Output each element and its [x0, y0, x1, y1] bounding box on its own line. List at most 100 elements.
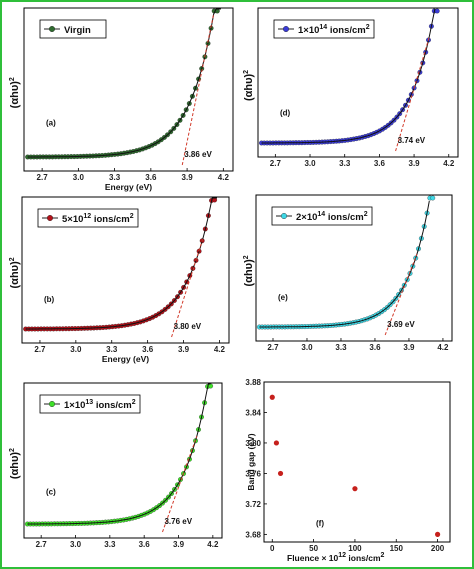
x-tick-label: 3.9 [409, 159, 421, 168]
legend: 1×1014 ions/cm2 [273, 19, 375, 39]
linear-extrapolation [384, 254, 418, 336]
x-axis-label-part: Fluence × 10 [287, 553, 339, 563]
legend-label-part: 2×10 [296, 212, 317, 223]
plot-frame [257, 7, 459, 158]
x-axis-label: Fluence × 1012 ions/cm2 [287, 552, 385, 563]
x-tick-label: 3.6 [145, 173, 157, 182]
data-point [352, 486, 358, 492]
x-axis-label-part: ions/cm [346, 553, 381, 563]
x-axis-label-sup: 2 [381, 552, 385, 559]
legend-box [273, 19, 375, 39]
legend-label-part: 1×10 [64, 400, 85, 411]
plot-frame [23, 382, 223, 539]
panel-letter: (e) [278, 293, 288, 302]
legend-label-sup: 2 [132, 399, 136, 406]
panel-d: 2.7 3.0 3.3 3.6 3.9 4.2(αhυ)23.74 eV(d)1×1014… [243, 7, 459, 168]
panel-letter: (a) [46, 118, 56, 127]
legend-label-part: ions/cm [325, 212, 364, 223]
legend-label: 5×1012 ions/cm2 [62, 213, 134, 225]
legend-label-sup: 13 [85, 399, 93, 406]
y-axis-label-part: (αhυ) [9, 81, 21, 109]
x-tick-label: 200 [431, 544, 445, 553]
data-point [435, 531, 441, 537]
legend-label-sup: 14 [319, 24, 327, 31]
y-axis-label-part: (αhυ) [243, 73, 255, 101]
x-tick-label: 3.6 [374, 159, 386, 168]
y-axis-label: (αhυ)2 [9, 257, 21, 288]
fit-curve [27, 383, 211, 525]
y-axis-label-part: (αhυ) [243, 259, 255, 287]
panel-letter: (c) [46, 488, 56, 497]
x-tick-label: 2.7 [270, 159, 282, 168]
panel-letter: (d) [280, 108, 291, 117]
legend-label-part: ions/cm [93, 400, 132, 411]
x-tick-label: 3.0 [70, 540, 82, 549]
x-tick-label: 3.6 [142, 345, 154, 354]
x-tick-label: 3.9 [403, 343, 415, 352]
y-axis-label-sup: 2 [9, 77, 16, 81]
fit-curve [259, 200, 430, 328]
linear-extrapolation [162, 436, 198, 533]
y-tick-labels: 3.68 3.72 3.76 3.80 3.84 3.88 [245, 378, 267, 539]
y-axis-label-sup: 2 [243, 255, 250, 259]
legend-label-part: Virgin [64, 25, 91, 36]
legend-label: 2×1014 ions/cm2 [296, 211, 368, 223]
x-tick-label: 2.7 [34, 345, 46, 354]
y-tick-label: 3.72 [245, 500, 261, 509]
x-tick-label: 150 [390, 544, 404, 553]
legend-marker [49, 401, 56, 408]
y-axis-label-part: (αhυ) [9, 452, 21, 480]
y-axis-label: (αhυ)2 [243, 70, 255, 101]
band-gap-label: 3.69 eV [387, 320, 415, 329]
y-tick-label: 3.76 [245, 469, 261, 478]
data-point [273, 440, 279, 446]
x-tick-label: 3.3 [106, 345, 118, 354]
legend-box [37, 208, 139, 228]
x-tick-label: 3.3 [339, 159, 351, 168]
x-tick-label: 3.3 [109, 173, 121, 182]
x-tick-labels: 2.7 3.0 3.3 3.6 3.9 4.2 [37, 168, 229, 182]
x-axis-label: Energy (eV) [102, 354, 149, 364]
x-tick-label: 4.2 [214, 345, 226, 354]
x-axis-label-sup: 12 [338, 552, 346, 559]
y-axis-label: (αhυ)2 [9, 448, 21, 479]
x-tick-label: 3.6 [139, 540, 151, 549]
x-tick-label: 3.3 [104, 540, 116, 549]
y-axis-label: Band gap (eV) [246, 433, 256, 490]
y-axis-label-part: (αhυ) [9, 261, 21, 289]
data-points [269, 394, 441, 537]
plot-frame [263, 381, 451, 543]
y-axis-label-sup: 2 [243, 70, 250, 74]
legend-label-sup: 2 [130, 213, 134, 220]
y-axis-label-sup: 2 [9, 448, 16, 452]
x-tick-label: 3.3 [335, 343, 347, 352]
y-axis-label: (αhυ)2 [243, 255, 255, 286]
x-tick-labels: 0 50 100 150 200 [270, 539, 445, 553]
x-tick-label: 4.2 [437, 343, 449, 352]
x-tick-label: 3.6 [369, 343, 381, 352]
legend: 2×1014 ions/cm2 [271, 206, 373, 226]
band-gap-label: 3.74 eV [398, 136, 426, 145]
panel-e: 2.7 3.0 3.3 3.6 3.9 4.2(αhυ)23.69 eV(e)2×1014… [243, 194, 453, 352]
legend-label: Virgin [64, 25, 91, 36]
x-tick-label: 3.9 [178, 345, 190, 354]
x-tick-labels: 2.7 3.0 3.3 3.6 3.9 4.2 [267, 338, 449, 352]
legend-marker [281, 212, 288, 219]
data-point [430, 195, 436, 201]
y-axis-label: (αhυ)2 [9, 77, 21, 108]
x-axis-label: Energy (eV) [105, 182, 152, 192]
linear-extrapolation [171, 239, 204, 338]
legend-label-part: 1×10 [298, 25, 319, 36]
band-gap-label: 3.80 eV [174, 322, 202, 331]
x-tick-label: 0 [270, 544, 275, 553]
panel-letter: (b) [44, 295, 55, 304]
legend-label: 1×1013 ions/cm2 [64, 399, 136, 411]
legend-marker [47, 214, 54, 221]
x-tick-label: 3.0 [73, 173, 85, 182]
x-tick-labels: 2.7 3.0 3.3 3.6 3.9 4.2 [36, 535, 219, 549]
panel-f: 0 50 100 150 200 3.68 3.72 3.76 3.80 3.84 3.88 Flue… [245, 378, 451, 563]
legend-label-part: ions/cm [327, 25, 366, 36]
x-tick-label: 3.0 [304, 159, 316, 168]
x-tick-label: 3.0 [301, 343, 313, 352]
